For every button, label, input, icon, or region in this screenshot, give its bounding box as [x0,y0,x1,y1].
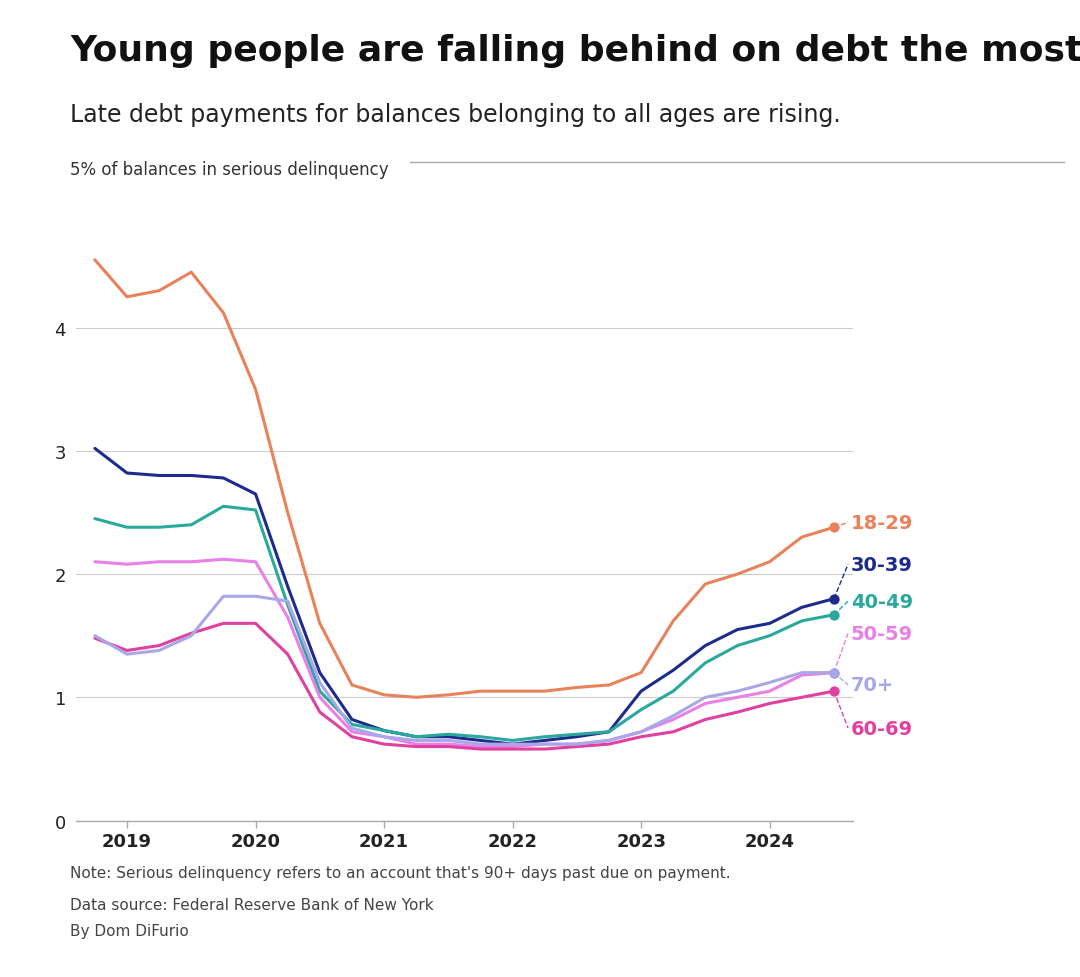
Text: 50-59: 50-59 [851,624,913,643]
Text: Young people are falling behind on debt the most: Young people are falling behind on debt … [70,34,1080,68]
Text: 70+: 70+ [851,676,894,695]
Text: Late debt payments for balances belonging to all ages are rising.: Late debt payments for balances belongin… [70,103,841,127]
Point [825,608,842,623]
Point [825,591,842,607]
Text: By Dom DiFurio: By Dom DiFurio [70,923,189,938]
Text: 60-69: 60-69 [851,719,913,738]
Text: 40-49: 40-49 [851,592,913,611]
Text: Note: Serious delinquency refers to an account that's 90+ days past due on payme: Note: Serious delinquency refers to an a… [70,865,731,879]
Point [825,665,842,681]
Text: 18-29: 18-29 [851,513,913,532]
Text: 5% of balances in serious delinquency: 5% of balances in serious delinquency [70,161,389,179]
Text: 30-39: 30-39 [851,555,913,574]
Point [825,684,842,700]
Point [825,665,842,681]
Text: Data source: Federal Reserve Bank of New York: Data source: Federal Reserve Bank of New… [70,897,434,912]
Point [825,520,842,535]
